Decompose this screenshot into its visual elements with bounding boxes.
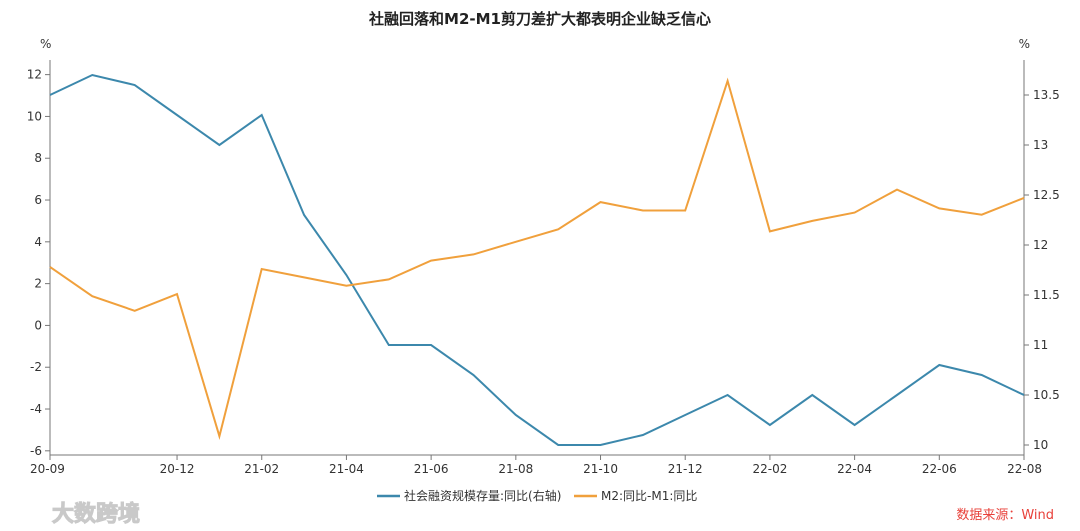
x-tick-label: 21-10 bbox=[583, 462, 618, 476]
x-tick-label: 22-08 bbox=[1007, 462, 1042, 476]
x-tick-label: 22-06 bbox=[922, 462, 957, 476]
series-line-m2-m1 bbox=[49, 77, 1025, 440]
left-tick-label: 2 bbox=[34, 277, 42, 291]
x-tick-label: 21-12 bbox=[668, 462, 703, 476]
source-note: 数据来源：Wind bbox=[956, 508, 1054, 523]
left-tick-label: 4 bbox=[34, 235, 42, 249]
x-tick-label: 20-09 bbox=[30, 462, 65, 476]
right-tick-label: 10 bbox=[1033, 438, 1048, 452]
left-tick-label: -2 bbox=[30, 360, 42, 374]
right-tick-label: 11 bbox=[1033, 338, 1048, 352]
series-line-social-financing bbox=[49, 73, 1025, 446]
left-tick-label: 10 bbox=[27, 109, 42, 123]
right-tick-label: 11.5 bbox=[1033, 288, 1060, 302]
left-axis-unit: % bbox=[40, 37, 51, 51]
left-tick-label: 8 bbox=[34, 151, 42, 165]
x-tick-label: 21-08 bbox=[498, 462, 533, 476]
right-tick-label: 10.5 bbox=[1033, 388, 1060, 402]
right-tick-label: 13.5 bbox=[1033, 88, 1060, 102]
left-tick-label: 0 bbox=[34, 318, 42, 332]
right-axis-unit: % bbox=[1019, 37, 1030, 51]
x-tick-label: 21-06 bbox=[414, 462, 449, 476]
x-tick-label: 22-04 bbox=[837, 462, 872, 476]
left-tick-label: 6 bbox=[34, 193, 42, 207]
left-tick-label: -4 bbox=[30, 402, 42, 416]
x-tick-label: 21-02 bbox=[244, 462, 279, 476]
left-axis-ticks: -6 -4 -2 0 2 4 6 8 10 12 bbox=[27, 68, 50, 458]
watermark-text: 大数跨境 bbox=[52, 501, 140, 527]
x-axis-ticks: 20-09 20-12 21-02 21-04 21-06 21-08 21-10 21-12… bbox=[30, 455, 1042, 476]
x-tick-label: 21-04 bbox=[329, 462, 364, 476]
legend-label-m2-m1: M2:同比-M1:同比 bbox=[601, 489, 697, 503]
x-tick-label: 20-12 bbox=[160, 462, 195, 476]
right-tick-label: 12.5 bbox=[1033, 188, 1060, 202]
series-lines bbox=[49, 73, 1025, 446]
right-tick-label: 13 bbox=[1033, 138, 1048, 152]
legend-label-social-financing: 社会融资规模存量:同比(右轴) bbox=[404, 488, 561, 503]
legend: 社会融资规模存量:同比(右轴) M2:同比-M1:同比 bbox=[377, 488, 697, 503]
right-tick-label: 12 bbox=[1033, 238, 1048, 252]
left-tick-label: -6 bbox=[30, 444, 42, 458]
chart-title: 社融回落和M2-M1剪刀差扩大都表明企业缺乏信心 bbox=[368, 10, 711, 28]
x-tick-label: 22-02 bbox=[752, 462, 787, 476]
right-axis-ticks: 10 10.5 11 11.5 12 12.5 13 13.5 bbox=[1024, 88, 1060, 452]
left-tick-label: 12 bbox=[27, 68, 42, 82]
